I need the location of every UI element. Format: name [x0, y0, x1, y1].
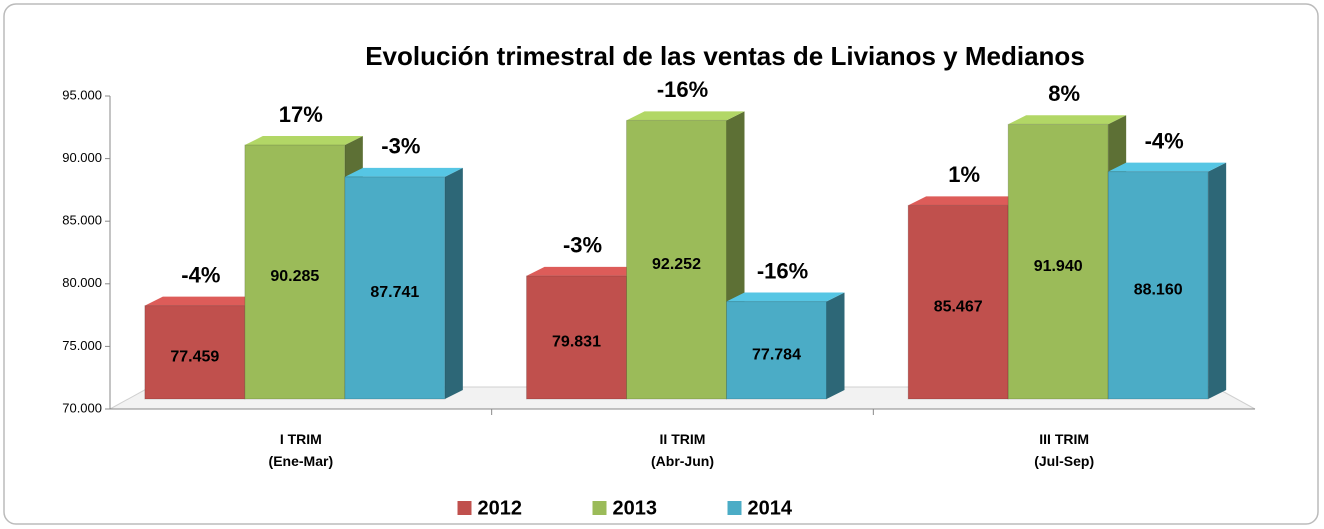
bar-top: [1108, 162, 1227, 172]
value-label: 87.741: [370, 284, 419, 301]
change-label: -4%: [1145, 128, 1184, 153]
value-label: 77.784: [752, 346, 801, 363]
change-label: -3%: [381, 134, 420, 159]
bar-top: [1008, 115, 1127, 125]
y-tick-label: 85.000: [62, 213, 102, 228]
bar-side: [826, 292, 845, 399]
bar: [144, 305, 246, 400]
value-label: 92.252: [652, 256, 701, 273]
legend-label: 2014: [748, 497, 793, 519]
bar-side: [1208, 162, 1227, 399]
bar-side: [444, 167, 463, 399]
legend-label: 2012: [478, 497, 523, 519]
value-label: 88.160: [1134, 282, 1183, 299]
bar-top: [244, 136, 363, 146]
bar-top: [526, 266, 645, 276]
value-label: 79.831: [552, 334, 601, 351]
x-tick-line: III TRIM: [1039, 431, 1089, 447]
x-tick-line: (Jul-Sep): [1034, 453, 1094, 469]
x-tick-line: I TRIM: [280, 431, 322, 447]
bar: [344, 176, 446, 400]
x-tick-line: II TRIM: [660, 431, 706, 447]
bar-top: [344, 167, 463, 177]
bar: [726, 301, 827, 400]
bar-top: [908, 196, 1027, 206]
x-tick-line: (Ene-Mar): [269, 453, 334, 469]
value-label: 90.285: [270, 268, 319, 285]
y-tick-label: 70.000: [62, 400, 102, 415]
bar: [907, 204, 1009, 400]
value-label: 91.940: [1034, 258, 1083, 275]
change-label: 17%: [279, 102, 323, 127]
x-tick-line: (Abr-Jun): [651, 453, 714, 469]
change-label: -4%: [181, 262, 220, 287]
y-tick-label: 95.000: [62, 87, 102, 102]
legend-swatch: [727, 501, 742, 515]
x-tick-label: II TRIM (Abr-Jun): [651, 431, 714, 469]
change-label: -16%: [757, 258, 808, 283]
bar: [1107, 171, 1209, 400]
change-label: 8%: [1048, 81, 1080, 106]
y-tick-label: 80.000: [62, 275, 102, 290]
x-tick-label: I TRIM (Ene-Mar): [269, 431, 334, 469]
bar-top: [626, 111, 745, 121]
value-label: 77.459: [170, 349, 219, 366]
change-label: -3%: [563, 233, 602, 258]
bar-top: [726, 292, 845, 302]
value-label: 85.467: [934, 298, 983, 315]
bar: [626, 119, 727, 400]
y-tick-label: 90.000: [62, 150, 102, 165]
bar: [244, 144, 346, 400]
legend-swatch: [457, 501, 472, 515]
change-label: 1%: [948, 162, 980, 187]
y-tick-label: 75.000: [62, 338, 102, 353]
bar-top: [144, 296, 263, 306]
x-tick-label: III TRIM (Jul-Sep): [1034, 431, 1094, 469]
change-label: -16%: [657, 77, 708, 102]
bar: [526, 275, 627, 400]
chart-title: Evolución trimestral de las ventas de Li…: [365, 41, 1085, 71]
legend-swatch: [592, 501, 607, 515]
legend-label: 2013: [613, 497, 658, 519]
